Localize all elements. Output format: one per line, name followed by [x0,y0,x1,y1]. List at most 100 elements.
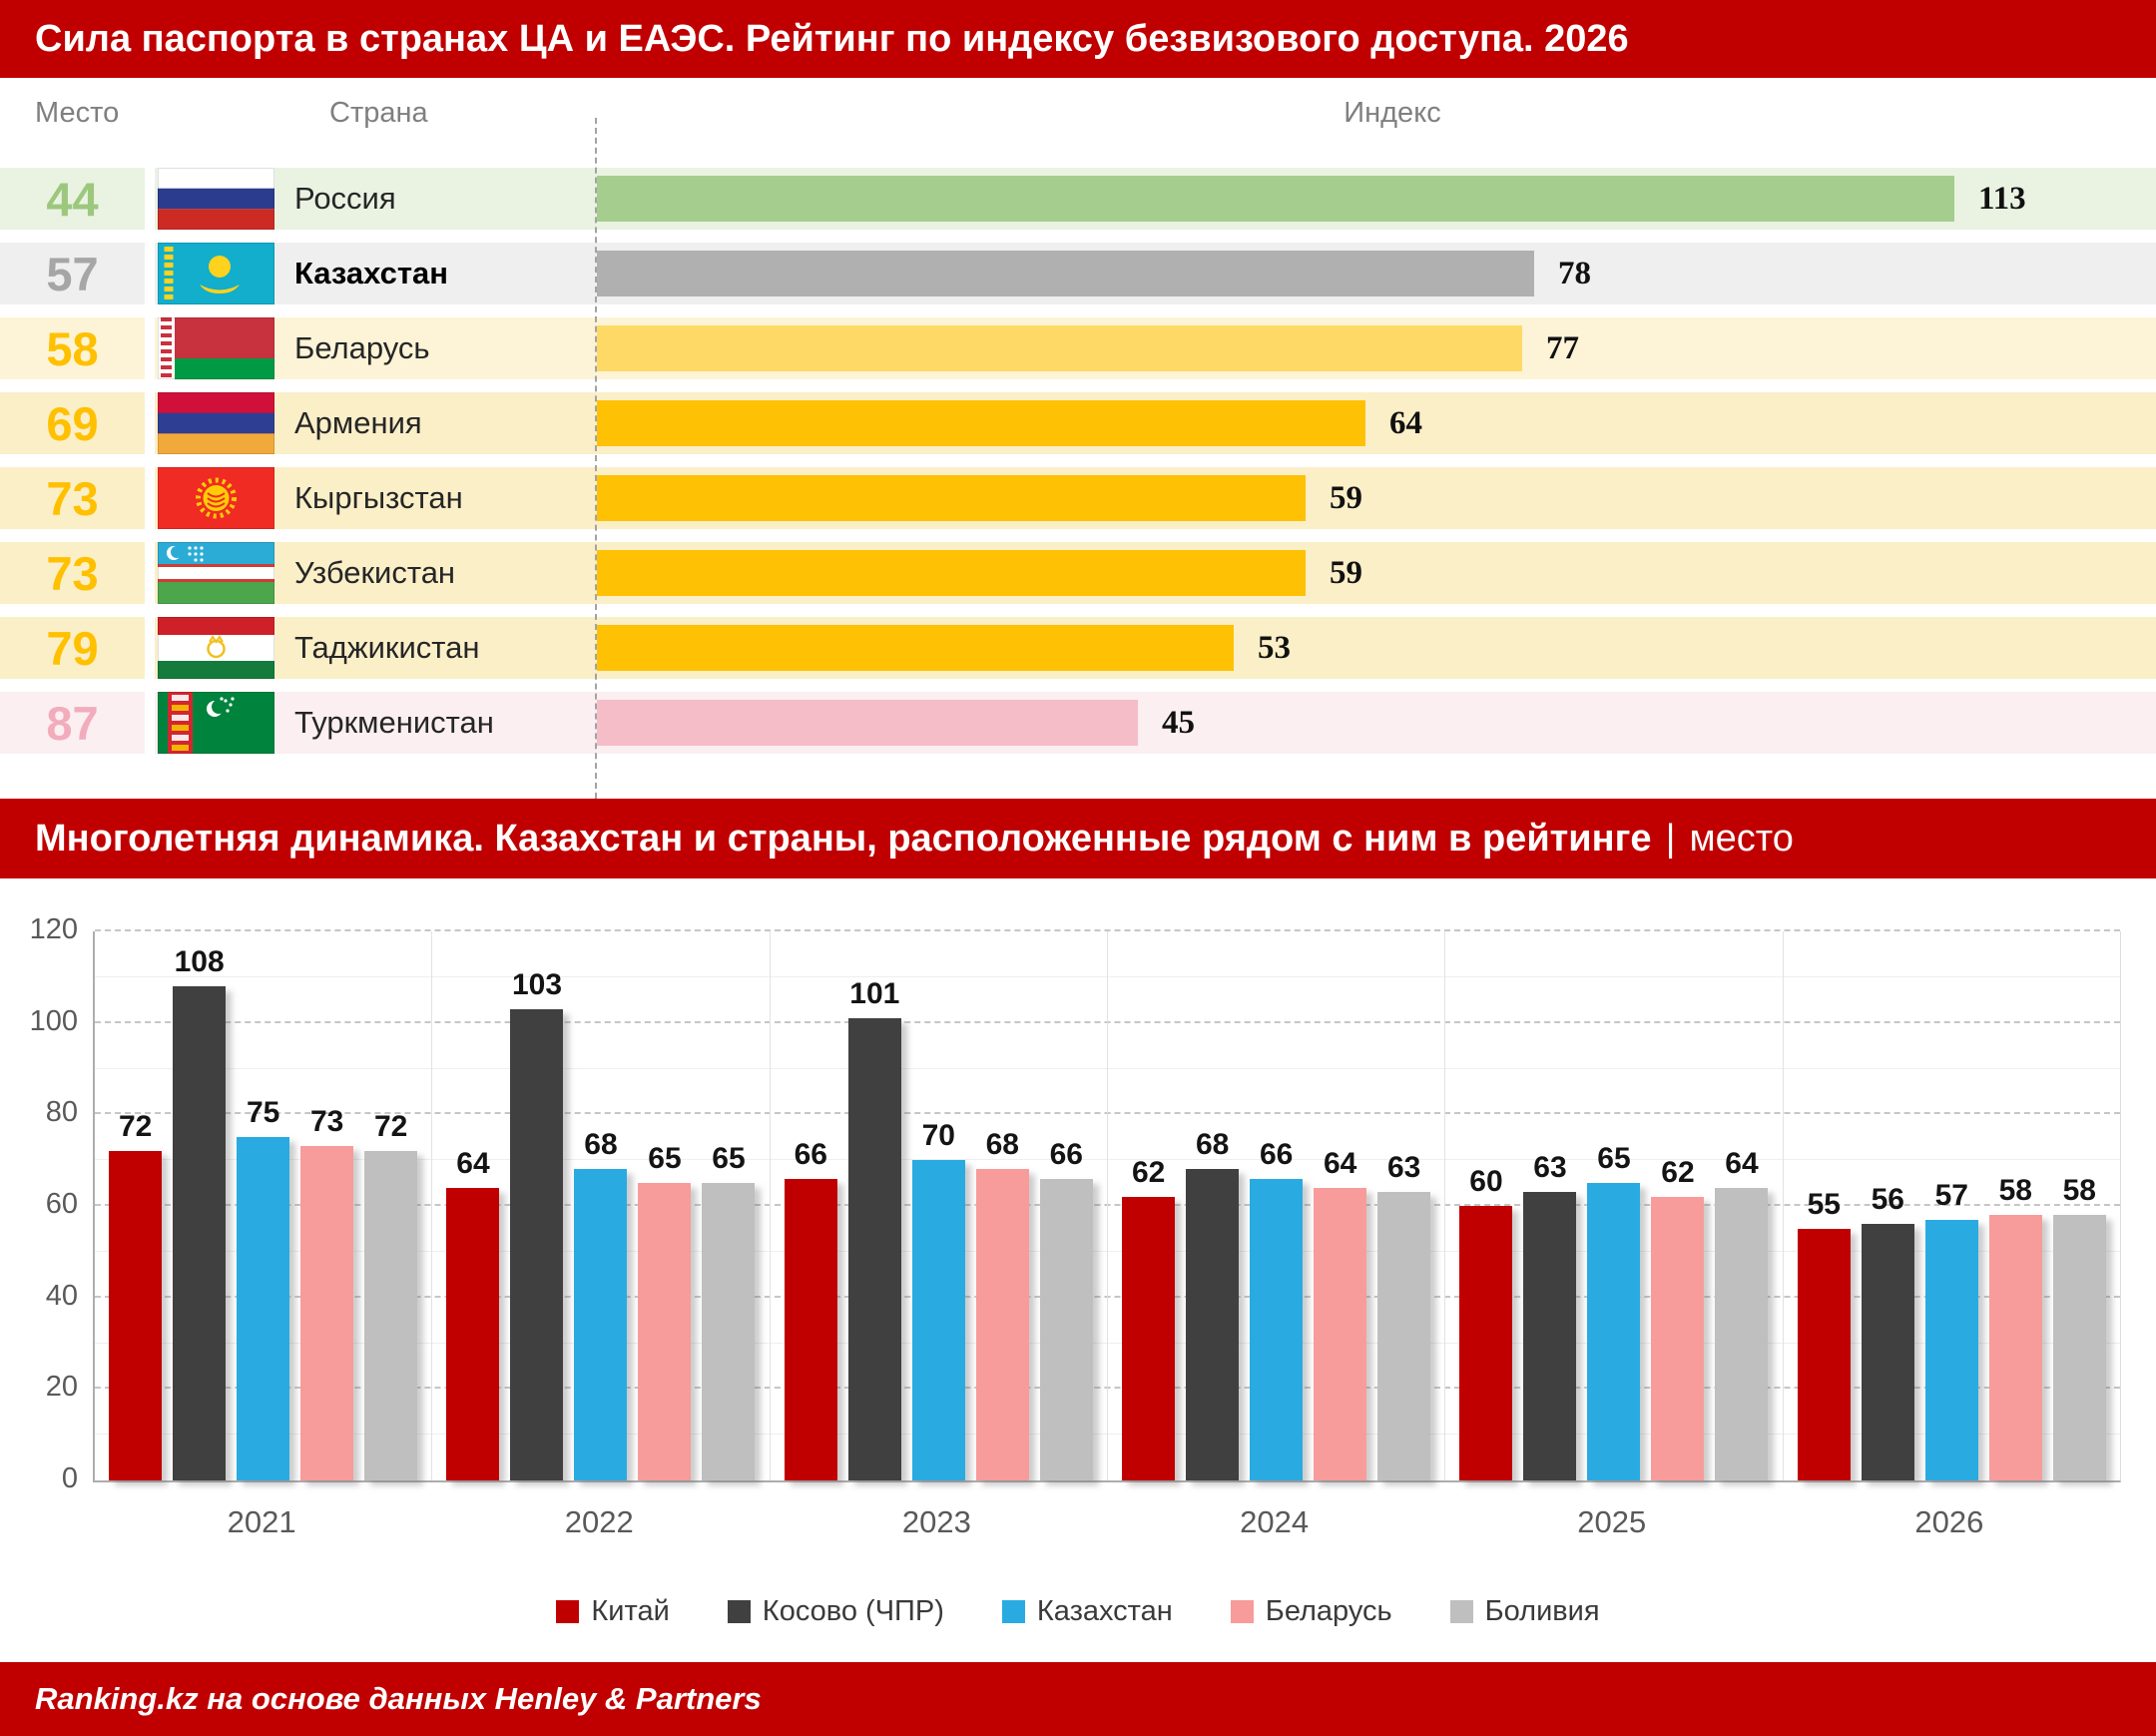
bar-2021-kazakhstan: 75 [237,1096,290,1480]
row-band-turkmenistan: Туркменистан 45 [155,692,2156,754]
legend-swatch-belarus [1230,1600,1254,1623]
flag-russia [158,168,274,230]
y-tick-20: 20 [45,1371,78,1404]
legend-item-kazakhstan: Казахстан [1001,1595,1173,1628]
x-tick-2024: 2024 [1240,1504,1310,1539]
index-bar-armenia [597,400,1365,446]
bar-value-2024-bolivia: 63 [1386,1151,1421,1185]
legend-swatch-kosovo [727,1600,751,1623]
bar-2026-bolivia: 58 [2052,1174,2106,1480]
year-panel-2023: 66 101 70 68 66 [771,931,1108,1480]
chart-title-divider: | [1665,818,1676,860]
row-band-tajikistan: Таджикистан 53 [155,617,2156,679]
x-tick-2026: 2026 [1914,1504,1984,1539]
table-row-turkmenistan: 87 Туркменистан 45 [0,692,2156,754]
year-panel-2026: 55 56 57 58 58 [1784,931,2120,1480]
bar-value-2021-kazakhstan: 75 [246,1096,280,1130]
bar-zone-armenia: 64 [595,392,2156,454]
bar-value-2025-belarus: 62 [1661,1155,1695,1189]
bar-2025-bolivia: 64 [1715,1147,1769,1480]
legend-item-bolivia: Боливия [1449,1595,1600,1628]
bar-zone-kyrgyzstan: 59 [595,467,2156,529]
bar-2025-china: 60 [1459,1165,1513,1480]
bar-value-2024-china: 62 [1131,1155,1166,1189]
flag-tajikistan [158,617,274,679]
bar-2026-china: 55 [1797,1188,1851,1480]
index-value-belarus: 77 [1546,330,1579,366]
year-panel-2022: 64 103 68 65 65 [432,931,771,1480]
legend-label-bolivia: Боливия [1484,1595,1600,1627]
legend-label-kosovo: Косово (ЧПР) [762,1595,944,1627]
bar-2024-kosovo: 68 [1186,1128,1240,1480]
place-number-belarus: 58 [0,317,145,379]
col-header-country: Страна [329,97,428,129]
row-band-belarus: Беларусь 77 [155,317,2156,379]
bar-2021-bolivia: 72 [364,1110,418,1480]
bar-value-2021-belarus: 73 [309,1105,344,1139]
bar-2021-belarus: 73 [300,1105,354,1480]
table-column-headers: Место Страна Индекс [0,88,2156,138]
bar-value-2026-kosovo: 56 [1871,1183,1904,1217]
top-header-band: Сила паспорта в странах ЦА и ЕАЭС. Рейти… [0,0,2156,78]
bar-value-2026-china: 55 [1807,1187,1841,1221]
y-tick-0: 0 [61,1462,78,1494]
bar-2022-bolivia: 65 [702,1142,756,1480]
index-bar-russia [597,176,1954,222]
year-panel-2021: 72 108 75 73 72 [95,931,433,1480]
bar-2022-belarus: 65 [638,1142,692,1480]
y-tick-80: 80 [45,1096,78,1129]
bar-2026-belarus: 58 [1988,1174,2042,1480]
bar-value-2024-belarus: 64 [1323,1146,1357,1180]
bar-2025-belarus: 62 [1651,1156,1705,1480]
col-header-index: Индекс [1344,97,1441,129]
table-row-russia: 44 Россия 113 [0,168,2156,230]
flag-turkmenistan [158,692,274,754]
bar-value-2023-bolivia: 66 [1049,1137,1083,1171]
place-number-kazakhstan: 57 [0,243,145,304]
bar-zone-turkmenistan: 45 [595,692,2156,754]
index-value-kyrgyzstan: 59 [1330,480,1362,516]
bar-zone-tajikistan: 53 [595,617,2156,679]
y-tick-40: 40 [45,1279,78,1312]
country-name-kazakhstan: Казахстан [294,256,449,290]
bar-zone-uzbekistan: 59 [595,542,2156,604]
bar-value-2023-kazakhstan: 70 [921,1119,955,1153]
bar-value-2024-kazakhstan: 66 [1259,1137,1294,1171]
bar-zone-kazakhstan: 78 [595,243,2156,304]
index-value-tajikistan: 53 [1258,630,1291,666]
bar-2025-kazakhstan: 65 [1587,1142,1641,1480]
bar-value-2023-china: 66 [794,1137,827,1171]
bar-value-2022-bolivia: 65 [712,1142,746,1176]
bar-value-2026-kazakhstan: 57 [1934,1178,1968,1212]
bar-2021-china: 72 [109,1110,163,1480]
flag-belarus [158,317,274,379]
row-band-kyrgyzstan: Кыргызстан 59 [155,467,2156,529]
legend-item-belarus: Беларусь [1230,1595,1392,1628]
year-panel-2025: 60 63 65 62 64 [1445,931,1784,1480]
index-value-armenia: 64 [1389,405,1422,441]
legend-swatch-kazakhstan [1001,1600,1025,1623]
row-band-russia: Россия 113 [155,168,2156,230]
legend-item-kosovo: Косово (ЧПР) [727,1595,944,1628]
index-bar-kyrgyzstan [597,475,1306,521]
bar-value-2021-bolivia: 72 [373,1110,408,1143]
row-band-uzbekistan: Узбекистан 59 [155,542,2156,604]
bar-2025-kosovo: 63 [1523,1151,1577,1480]
bar-zone-belarus: 77 [595,317,2156,379]
bar-2026-kazakhstan: 57 [1924,1179,1978,1480]
x-tick-2025: 2025 [1577,1504,1647,1539]
flag-kyrgyzstan [158,467,274,529]
flag-kazakhstan [158,243,274,304]
place-number-uzbekistan: 73 [0,542,145,604]
y-tick-100: 100 [29,1004,78,1037]
x-tick-2023: 2023 [901,1504,971,1539]
gridline-120 [95,929,2120,931]
y-tick-60: 60 [45,1188,78,1220]
legend-label-belarus: Беларусь [1265,1595,1392,1627]
x-tick-2022: 2022 [564,1504,634,1539]
bar-2024-kazakhstan: 66 [1250,1138,1304,1480]
place-number-armenia: 69 [0,392,145,454]
place-number-turkmenistan: 87 [0,692,145,754]
x-tick-2021: 2021 [227,1504,296,1539]
flag-armenia [158,392,274,454]
